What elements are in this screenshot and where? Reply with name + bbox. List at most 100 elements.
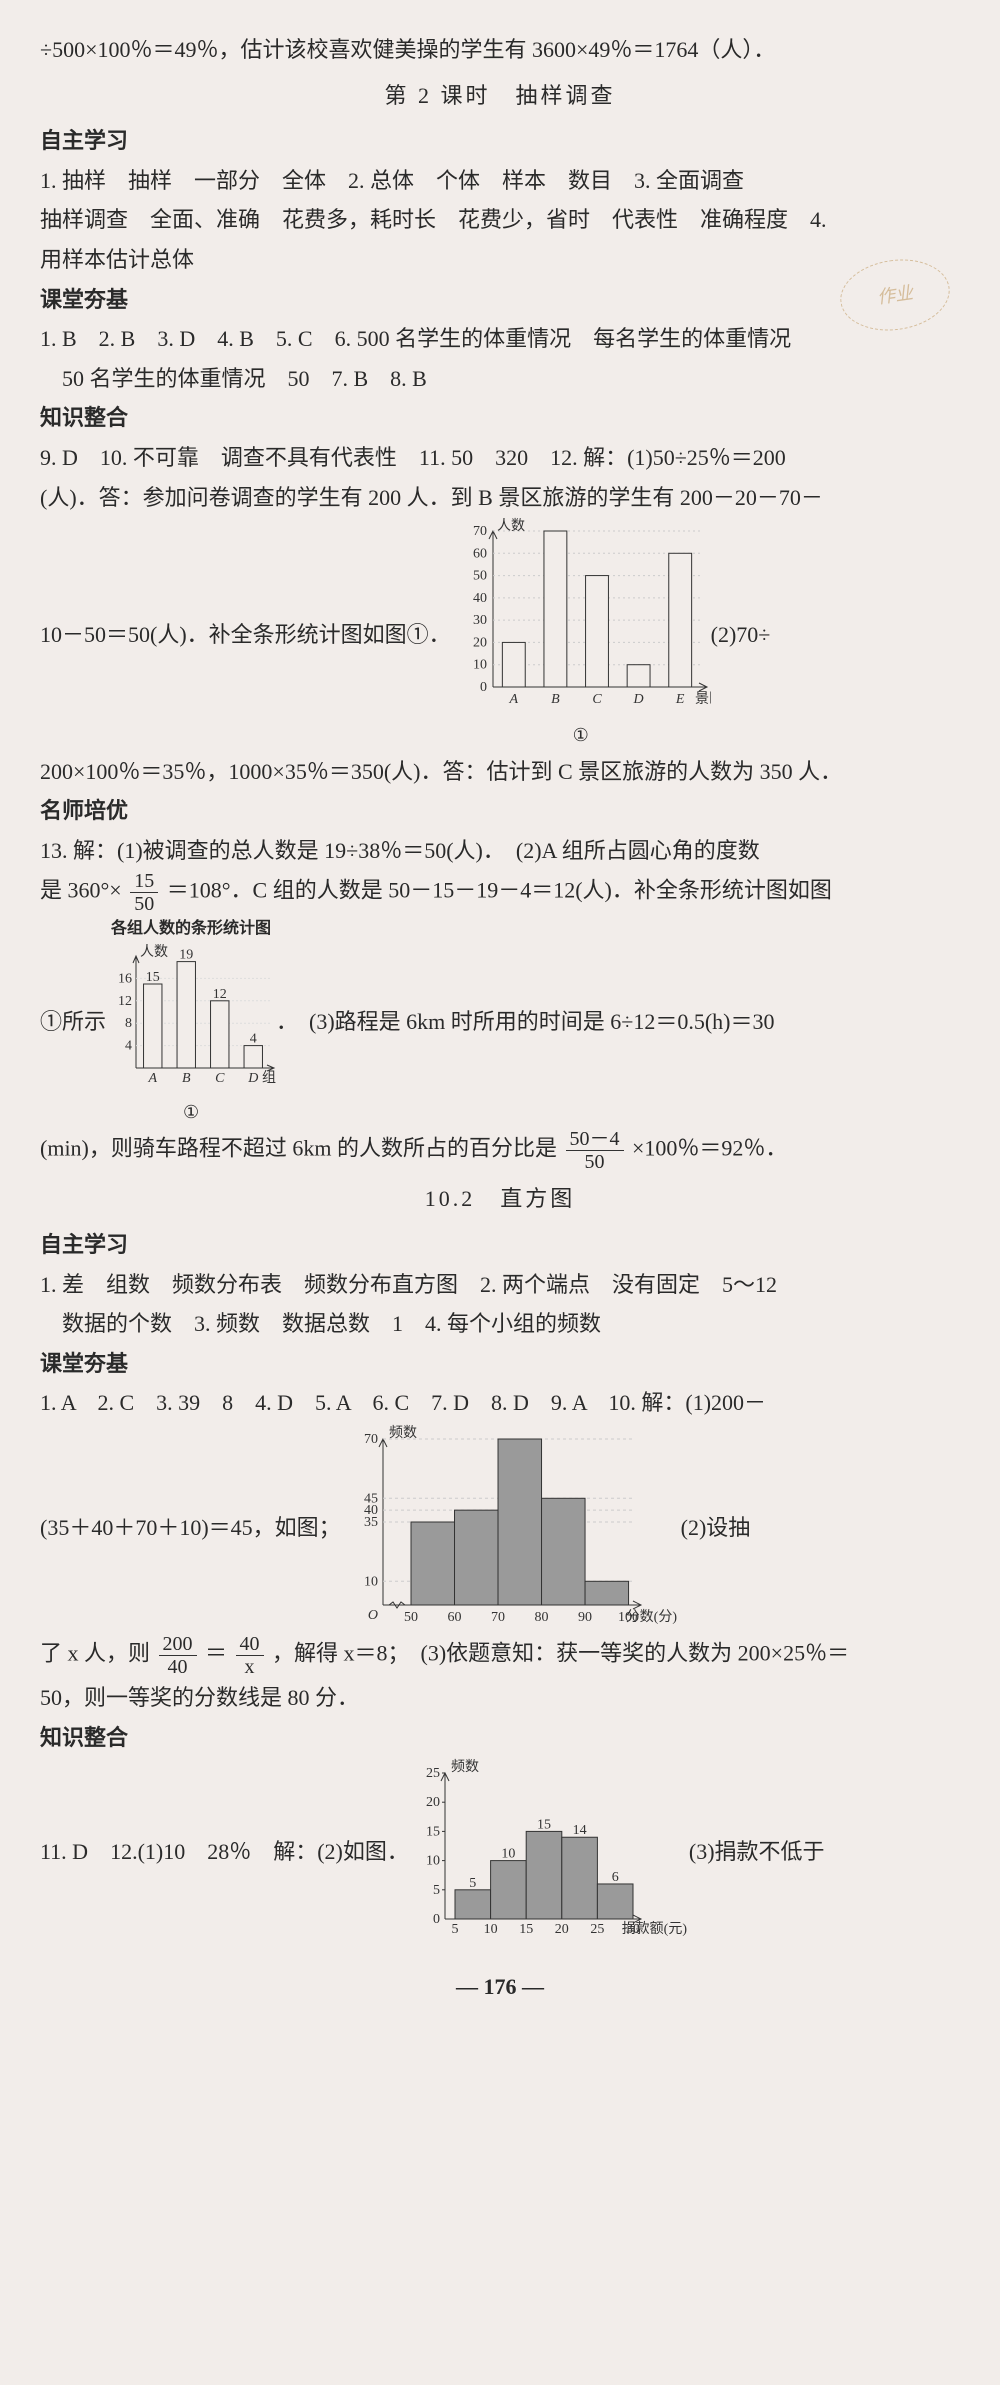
chart3-right-text: (2)设抽	[681, 1508, 751, 1548]
fraction-40-x: 40 x	[236, 1633, 264, 1678]
svg-text:14: 14	[572, 1823, 586, 1838]
chart1-bar-chart: 102030405060700人数景区ABCDE	[451, 517, 711, 717]
heading-mingshi: 名师培优	[40, 791, 960, 831]
svg-text:15: 15	[426, 1825, 440, 1840]
svg-text:A: A	[147, 1071, 157, 1086]
svg-text:分数(分): 分数(分)	[625, 1609, 677, 1625]
frac-d: x	[241, 1656, 259, 1678]
svg-text:50: 50	[473, 569, 487, 584]
mingshi-l2: 是 360°× 15 50 ＝108°．C 组的人数是 50－15－19－4＝1…	[40, 870, 960, 915]
after-chart3-l2: 50，则一等奖的分数线是 80 分．	[40, 1678, 960, 1718]
svg-text:D: D	[247, 1071, 258, 1086]
chart2-wrap: 各组人数的条形统计图 481216人数15A19B12C4D组别 ①	[106, 915, 276, 1128]
svg-text:60: 60	[473, 546, 487, 561]
svg-text:15: 15	[146, 970, 160, 985]
svg-text:70: 70	[364, 1432, 378, 1447]
svg-text:人数: 人数	[497, 518, 525, 534]
svg-text:12: 12	[213, 987, 227, 1002]
svg-text:4: 4	[125, 1039, 132, 1054]
svg-text:D: D	[632, 692, 643, 707]
ac2-post: ×100％＝92％．	[632, 1136, 787, 1161]
svg-text:O: O	[368, 1608, 378, 1623]
svg-text:C: C	[592, 692, 602, 707]
chart1-right-text: (2)70÷	[711, 615, 771, 655]
svg-text:B: B	[182, 1071, 191, 1086]
svg-text:16: 16	[118, 971, 132, 986]
ketang2-l1: 1. A 2. C 3. 39 8 4. D 5. A 6. C 7. D 8.…	[40, 1383, 960, 1423]
heading-zizhu-1: 自主学习	[40, 121, 960, 161]
svg-text:15: 15	[537, 1818, 551, 1833]
zhishi1-l1: 9. D 10. 不可靠 调查不具有代表性 11. 50 320 12. 解：(…	[40, 438, 960, 478]
chart3-left-text: (35＋40＋70＋10)＝45，如图；	[40, 1508, 341, 1548]
chart2-left-text: ①所示	[40, 1002, 106, 1042]
after-chart1: 200×100％＝35％，1000×35％＝350(人)．答：估计到 C 景区旅…	[40, 752, 960, 792]
svg-text:25: 25	[426, 1766, 440, 1781]
svg-text:4: 4	[250, 1032, 257, 1047]
mingshi-l2-pre: 是 360°×	[40, 878, 122, 903]
intro-line: ÷500×100％＝49％，估计该校喜欢健美操的学生有 3600×49％＝176…	[40, 30, 960, 70]
zizhu2-l1: 1. 差 组数 频数分布表 频数分布直方图 2. 两个端点 没有固定 5～12	[40, 1265, 960, 1305]
after-chart3-l1: 了 x 人，则 200 40 ＝ 40 x ，解得 x＝8； (3)依题意知：获…	[40, 1633, 960, 1678]
svg-text:8: 8	[125, 1016, 132, 1031]
zhishi1-l2: (人)．答：参加问卷调查的学生有 200 人．到 B 景区旅游的学生有 200－…	[40, 478, 960, 518]
svg-text:频数: 频数	[451, 1759, 479, 1775]
mingshi-l2-post: ＝108°．C 组的人数是 50－15－19－4＝12(人)．补全条形统计图如图	[167, 878, 832, 903]
svg-text:0: 0	[433, 1912, 440, 1927]
zizhu2-l2: 数据的个数 3. 频数 数据总数 1 4. 每个小组的频数	[40, 1304, 960, 1344]
mingshi-l1: 13. 解：(1)被调查的总人数是 19÷38％＝50(人)． (2)A 组所占…	[40, 831, 960, 871]
chart1-caption: ①	[573, 719, 589, 751]
svg-text:90: 90	[578, 1610, 592, 1625]
chart1-left-text: 10－50＝50(人)．补全条形统计图如图①．	[40, 615, 451, 655]
frac-d: 40	[164, 1656, 192, 1678]
ac3-pre: 了 x 人，则	[40, 1641, 150, 1666]
frac-d: 50	[130, 893, 158, 915]
svg-text:捐款额(元): 捐款额(元)	[622, 1921, 688, 1937]
ac3-post: ，解得 x＝8； (3)依题意知：获一等奖的人数为 200×25％＝	[272, 1641, 849, 1666]
svg-text:B: B	[551, 692, 560, 707]
fraction-15-50: 15 50	[130, 870, 158, 915]
heading-ketang-1: 课堂夯基	[40, 280, 960, 320]
after-chart2: (min)，则骑车路程不超过 6km 的人数所占的百分比是 50－4 50 ×1…	[40, 1128, 960, 1173]
svg-text:50: 50	[404, 1610, 418, 1625]
svg-text:15: 15	[519, 1922, 533, 1937]
svg-text:60: 60	[447, 1610, 461, 1625]
lesson-2-title: 第 2 课时 抽样调查	[40, 76, 960, 116]
heading-zhishi-1: 知识整合	[40, 398, 960, 438]
chart2-bar-chart: 481216人数15A19B12C4D组别	[106, 944, 276, 1094]
svg-text:10: 10	[364, 1574, 378, 1589]
svg-text:10: 10	[483, 1922, 497, 1937]
fraction-50-4-over-50: 50－4 50	[566, 1128, 624, 1173]
page-number: 176	[40, 1967, 960, 2007]
svg-text:频数: 频数	[389, 1425, 417, 1441]
chart3-histogram: 1035404570频数O5060708090100分数(分)	[341, 1423, 681, 1633]
svg-text:70: 70	[473, 524, 487, 539]
svg-text:E: E	[675, 692, 685, 707]
svg-text:20: 20	[426, 1795, 440, 1810]
svg-text:45: 45	[364, 1491, 378, 1506]
chart4-right-text: (3)捐款不低于	[689, 1832, 825, 1872]
zizhu1-l1: 1. 抽样 抽样 一部分 全体 2. 总体 个体 样本 数目 3. 全面调查	[40, 161, 960, 201]
ketang1-l2: 50 名学生的体重情况 50 7. B 8. B	[40, 359, 960, 399]
svg-text:A: A	[508, 692, 518, 707]
frac-d: 50	[581, 1151, 609, 1173]
frac-n: 50－4	[566, 1128, 624, 1151]
heading-ketang-2: 课堂夯基	[40, 1344, 960, 1384]
chart4-histogram: 5101520250频数5101514651015202530捐款额(元)	[409, 1757, 689, 1947]
chart2-right-text: ． (3)路程是 6km 时所用的时间是 6÷12＝0.5(h)＝30	[276, 1002, 775, 1042]
svg-text:20: 20	[473, 636, 487, 651]
chart2-caption: ①	[183, 1096, 199, 1128]
chart3-wrap: 1035404570频数O5060708090100分数(分)	[341, 1423, 681, 1633]
svg-text:组别: 组别	[262, 1070, 276, 1086]
svg-text:景区: 景区	[695, 691, 711, 707]
svg-text:25: 25	[590, 1922, 604, 1937]
chart3-row: (35＋40＋70＋10)＝45，如图； 1035404570频数O506070…	[40, 1423, 960, 1633]
chart4-wrap: 5101520250频数5101514651015202530捐款额(元)	[409, 1757, 689, 1947]
svg-text:5: 5	[433, 1883, 440, 1898]
ac3-mid: ＝	[205, 1641, 227, 1666]
fraction-200-40: 200 40	[159, 1633, 197, 1678]
svg-text:70: 70	[491, 1610, 505, 1625]
svg-text:5: 5	[451, 1922, 458, 1937]
svg-text:19: 19	[179, 948, 193, 963]
section-10-2-title: 10.2 直方图	[40, 1179, 960, 1219]
svg-text:12: 12	[118, 994, 132, 1009]
